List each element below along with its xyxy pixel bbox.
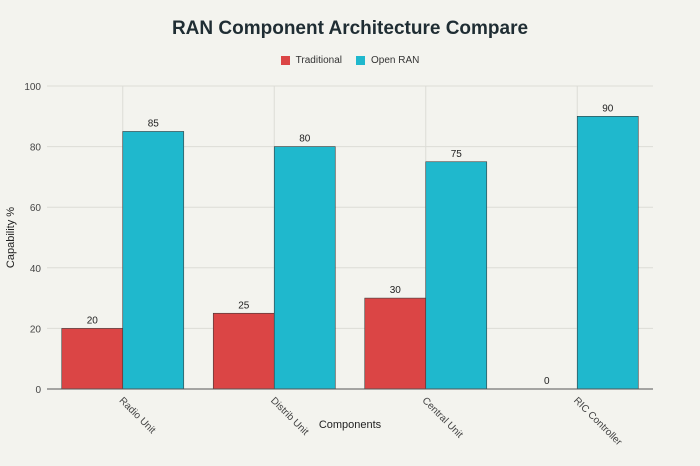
bar-open-ran: [425, 161, 488, 390]
data-label-open-ran: 75: [451, 149, 463, 160]
data-label-traditional: 20: [87, 315, 99, 326]
x-tick-label: Distrib Unit: [268, 395, 311, 438]
x-axis-title: Components: [319, 419, 382, 431]
legend-item-traditional[interactable]: Traditional: [280, 55, 342, 66]
bar-traditional: [61, 328, 124, 390]
legend: Traditional Open RAN: [0, 55, 700, 66]
x-tick-label: RIC Controller: [571, 395, 624, 448]
x-tick-label: Radio Unit: [117, 395, 158, 436]
data-label-traditional: 25: [238, 300, 250, 311]
legend-swatch-open-ran: [355, 56, 365, 65]
legend-swatch-traditional: [280, 56, 290, 65]
y-tick-label: 40: [30, 264, 42, 275]
bar-open-ran: [122, 131, 185, 390]
y-axis-title: Capability %: [5, 207, 17, 268]
y-tick-label: 20: [30, 324, 42, 335]
data-label-traditional: 0: [544, 376, 550, 387]
data-label-traditional: 30: [390, 285, 402, 296]
x-tick-label: Central Unit: [420, 395, 465, 440]
bar-traditional: [212, 312, 275, 390]
data-label-open-ran: 80: [299, 134, 311, 145]
data-label-open-ran: 90: [602, 103, 614, 114]
bar-traditional: [364, 297, 427, 390]
y-tick-label: 60: [30, 203, 42, 214]
bar-open-ran: [273, 146, 336, 390]
legend-item-open-ran[interactable]: Open RAN: [355, 55, 420, 66]
data-label-open-ran: 85: [148, 118, 160, 129]
y-tick-label: 100: [24, 82, 41, 93]
legend-label-open-ran: Open RAN: [370, 55, 420, 66]
y-tick-label: 0: [35, 385, 41, 396]
bar-open-ran: [576, 116, 639, 390]
legend-label-traditional: Traditional: [295, 55, 342, 66]
y-tick-label: 80: [30, 143, 42, 154]
chart-title: RAN Component Architecture Compare: [171, 18, 529, 39]
